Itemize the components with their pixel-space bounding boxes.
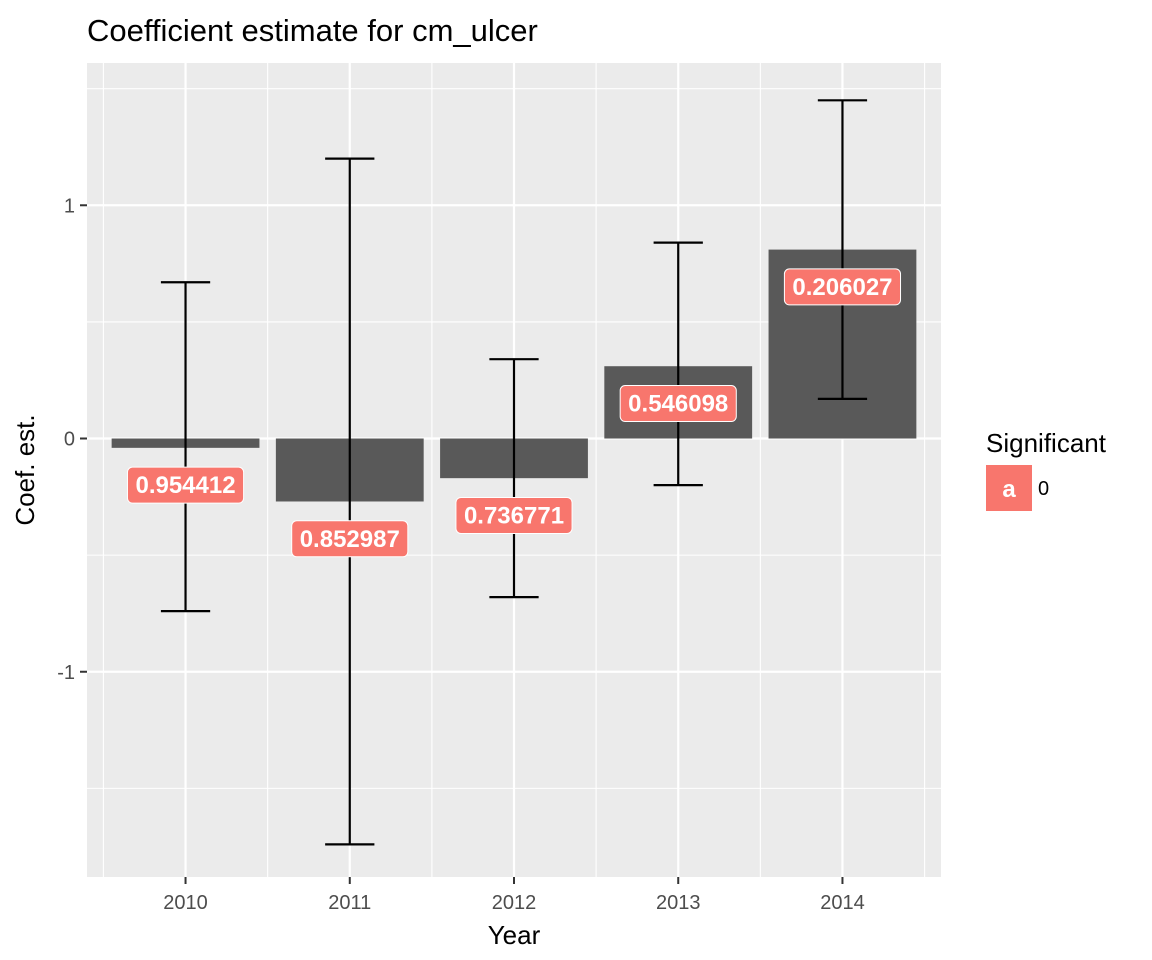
data-label-text: 0.852987 [300,526,400,553]
x-tick-label: 2011 [328,892,371,914]
data-label-2013: 0.546098 [619,385,737,423]
x-tick-label: 2012 [492,892,537,914]
data-label-2012: 0.736771 [455,496,573,534]
x-tick-label: 2014 [820,892,865,914]
data-label-box [126,466,245,504]
data-label-text: 0.546098 [628,391,728,418]
data-label-text: 0.954412 [135,472,235,499]
x-tick-label: 2010 [163,892,208,914]
y-tick-label: 1 [64,195,75,217]
y-axis-title: Coef. est. [10,414,40,525]
y-tick-label: 0 [64,429,75,451]
legend-key [986,465,1032,511]
error-bar-2011 [325,157,375,846]
data-label-text: 0.206027 [792,274,892,301]
x-tick-label: 2013 [656,892,701,914]
x-axis: 2010 2011 2012 2013 2014 [163,877,865,914]
data-label-2014: 0.206027 [783,268,902,306]
data-label-box [619,385,737,423]
error-bar-2013 [653,241,703,487]
legend-key-glyph: a [1002,476,1016,503]
chart-title: Coefficient estimate for cm_ulcer [87,13,538,48]
legend-label: 0 [1038,478,1049,500]
legend-title: Significant [986,428,1107,458]
y-axis: -1 0 1 [57,195,87,684]
y-tick-label: -1 [57,662,75,684]
data-label-box [783,268,902,306]
data-label-2010: 0.954412 [126,466,245,504]
data-label-box [455,496,573,534]
error-bar-2014 [817,99,868,400]
data-label-2011: 0.852987 [291,520,409,558]
error-bar-2012 [489,358,539,599]
x-axis-title: Year [488,920,541,950]
error-bar-2010 [160,281,211,613]
data-labels: 0.954412 0.852987 0.736771 0.546098 0.206027 [126,268,902,558]
data-label-box [291,520,409,558]
error-bars [160,99,868,846]
data-label-text: 0.736771 [464,502,564,529]
